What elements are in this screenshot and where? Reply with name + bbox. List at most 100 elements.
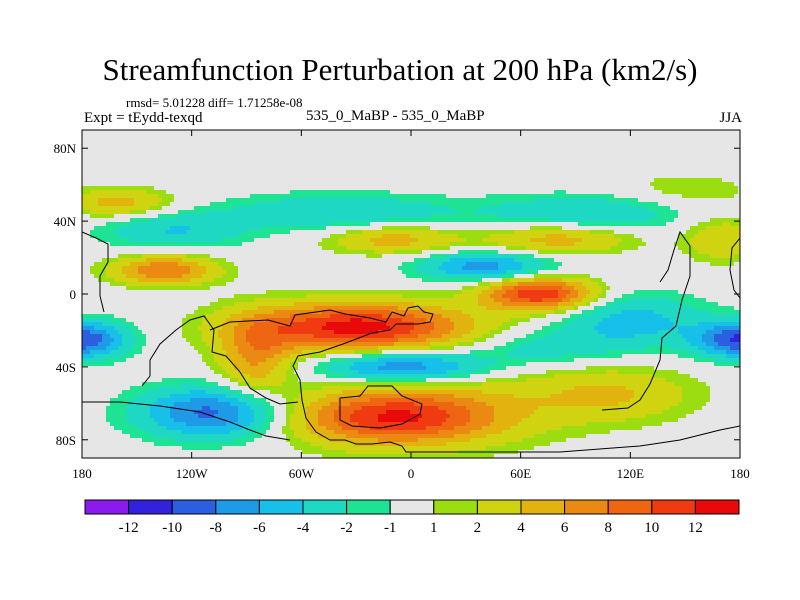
field-cell: [294, 154, 299, 159]
field-cell: [138, 174, 143, 179]
field-cell: [154, 222, 159, 227]
field-cell: [390, 166, 395, 171]
field-cell: [230, 138, 235, 143]
field-cell: [102, 198, 107, 203]
field-cell: [322, 142, 327, 147]
field-cell: [594, 162, 599, 167]
field-cell: [334, 166, 339, 171]
field-cell: [622, 150, 627, 155]
field-cell: [134, 154, 139, 159]
field-cell: [570, 210, 575, 215]
field-cell: [542, 206, 547, 211]
field-cell: [370, 138, 375, 143]
field-cell: [578, 230, 583, 235]
field-cell: [330, 214, 335, 219]
field-cell: [478, 138, 483, 143]
field-cell: [98, 182, 103, 187]
field-cell: [462, 186, 467, 191]
field-cell: [318, 198, 323, 203]
field-cell: [390, 194, 395, 199]
field-cell: [402, 218, 407, 223]
field-cell: [170, 190, 175, 195]
field-cell: [570, 246, 575, 251]
field-cell: [534, 182, 539, 187]
field-cell: [394, 218, 399, 223]
field-cell: [90, 146, 95, 151]
field-cell: [314, 154, 319, 159]
field-cell: [738, 202, 740, 207]
field-cell: [378, 154, 383, 159]
field-cell: [570, 206, 575, 211]
field-cell: [546, 154, 551, 159]
field-cell: [114, 142, 119, 147]
field-cell: [690, 202, 695, 207]
field-cell: [646, 218, 651, 223]
field-cell: [118, 238, 123, 243]
field-cell: [218, 158, 223, 163]
field-cell: [386, 246, 391, 251]
field-cell: [438, 150, 443, 155]
field-cell: [670, 190, 675, 195]
field-cell: [322, 150, 327, 155]
field-cell: [574, 130, 579, 135]
field-cell: [326, 158, 331, 163]
field-cell: [662, 134, 667, 139]
field-cell: [422, 194, 427, 199]
field-cell: [138, 170, 143, 175]
field-cell: [670, 142, 675, 147]
field-cell: [550, 142, 555, 147]
field-cell: [458, 174, 463, 179]
field-cell: [718, 134, 723, 139]
field-cell: [622, 190, 627, 195]
field-cell: [458, 130, 463, 135]
field-cell: [154, 134, 159, 139]
field-cell: [554, 134, 559, 139]
field-cell: [366, 218, 371, 223]
field-cell: [670, 230, 675, 235]
field-cell: [490, 130, 495, 135]
field-cell: [358, 170, 363, 175]
field-cell: [338, 182, 343, 187]
field-cell: [682, 242, 687, 247]
field-cell: [610, 210, 615, 215]
field-cell: [118, 250, 123, 255]
field-cell: [90, 210, 95, 215]
field-cell: [610, 166, 615, 171]
field-cell: [294, 146, 299, 151]
field-cell: [722, 182, 727, 187]
field-cell: [730, 218, 735, 223]
field-cell: [522, 182, 527, 187]
field-cell: [426, 190, 431, 195]
field-cell: [410, 198, 415, 203]
field-cell: [222, 230, 227, 235]
field-cell: [562, 162, 567, 167]
field-cell: [274, 174, 279, 179]
field-cell: [458, 162, 463, 167]
field-cell: [338, 246, 343, 251]
field-cell: [402, 206, 407, 211]
field-cell: [106, 198, 111, 203]
field-cell: [182, 142, 187, 147]
field-cell: [314, 242, 319, 247]
field-cell: [190, 150, 195, 155]
field-cell: [146, 154, 151, 159]
field-cell: [470, 218, 475, 223]
field-cell: [162, 198, 167, 203]
field-cell: [382, 242, 387, 247]
field-cell: [190, 182, 195, 187]
field-cell: [610, 238, 615, 243]
field-cell: [266, 178, 271, 183]
field-cell: [206, 182, 211, 187]
field-cell: [450, 186, 455, 191]
field-cell: [190, 246, 195, 251]
field-cell: [726, 234, 731, 239]
field-cell: [482, 146, 487, 151]
field-cell: [198, 166, 203, 171]
field-cell: [394, 182, 399, 187]
field-cell: [190, 206, 195, 211]
field-cell: [558, 158, 563, 163]
field-cell: [542, 130, 547, 135]
field-cell: [362, 246, 367, 251]
field-cell: [310, 130, 315, 135]
field-cell: [706, 174, 711, 179]
